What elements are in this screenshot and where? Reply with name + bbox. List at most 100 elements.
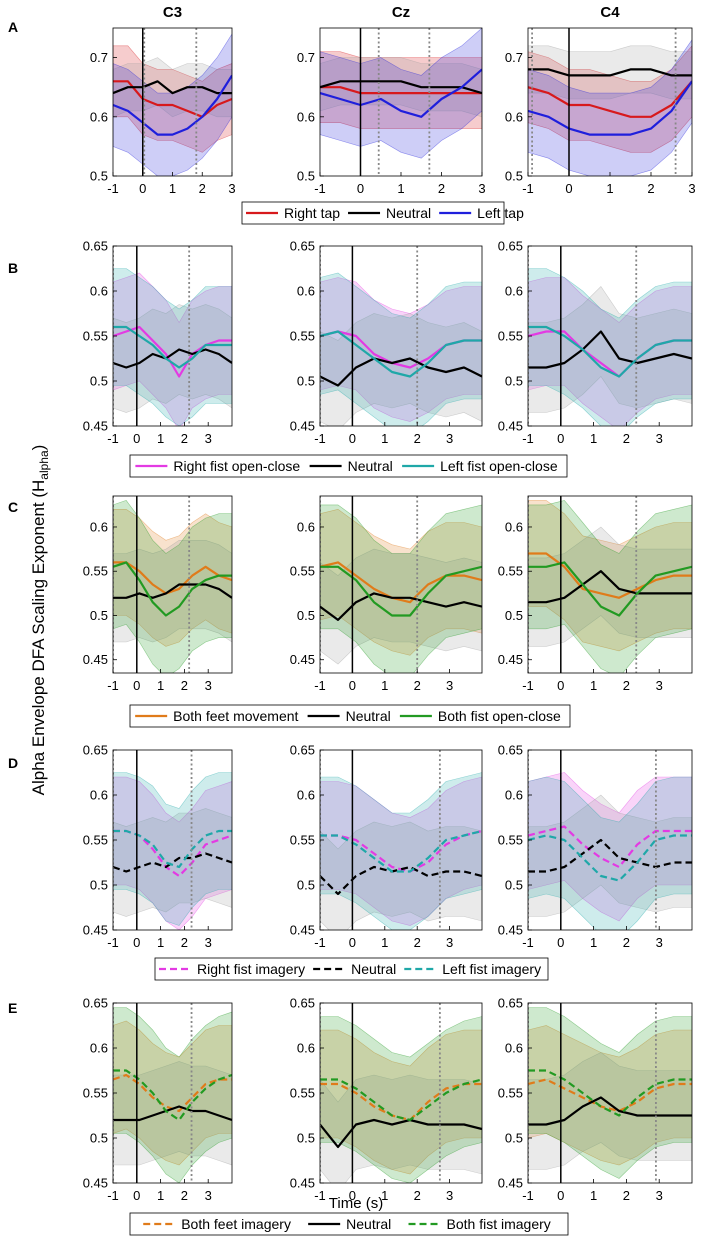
y-tick-label: 0.55 (498, 329, 523, 344)
plot-area (528, 496, 692, 673)
legend-label: Both feet movement (173, 708, 298, 724)
series-line-green (528, 561, 692, 617)
x-tick-label: 1 (381, 935, 388, 950)
plot-area (113, 246, 232, 426)
x-tick-label: 0 (349, 1188, 356, 1203)
x-tick-label: 1 (606, 181, 613, 196)
y-tick-label: 0.6 (297, 519, 315, 534)
x-tick-label: 0 (349, 431, 356, 446)
x-tick-label: 0 (557, 431, 564, 446)
series-line-magenta (113, 325, 232, 378)
x-tick-label: 3 (688, 181, 695, 196)
y-tick-label: 0.6 (90, 788, 108, 803)
x-tick-label: 0 (133, 431, 140, 446)
series-line-cyan (113, 325, 232, 369)
legend-label: Neutral (351, 961, 396, 977)
figure-ylabel-close: ) (29, 445, 48, 451)
x-tick-label: -1 (314, 678, 326, 693)
band-orange (528, 1025, 692, 1166)
x-tick-label: -1 (314, 181, 326, 196)
x-tick-label: 1 (590, 935, 597, 950)
y-tick-label: 0.45 (290, 923, 315, 938)
x-tick-label: 3 (656, 935, 663, 950)
y-tick-label: 0.45 (83, 419, 108, 434)
x-tick-label: 2 (414, 678, 421, 693)
plot-area (320, 496, 482, 673)
series-line-black (113, 583, 232, 599)
series-line-magenta (113, 829, 232, 878)
y-tick-label: 0.5 (297, 374, 315, 389)
panel-letter-E: E (8, 1000, 17, 1016)
x-tick-label: 3 (656, 1188, 663, 1203)
series-line-cyan (528, 834, 692, 882)
y-tick-label: 0.45 (83, 923, 108, 938)
y-tick-label: 0.6 (505, 1041, 523, 1056)
subplot-A-3: -1 0 1 2 3 0.5 0.6 0.7 C4 (505, 4, 696, 196)
y-tick-label: 0.6 (297, 284, 315, 299)
axes-frame (112, 495, 233, 674)
figure-ylabel-main: Alpha Envelope DFA Scaling Exponent (H (29, 480, 48, 796)
x-tick-label: 1 (157, 431, 164, 446)
x-tick-label: 3 (205, 935, 212, 950)
legend-label: Both fist imagery (447, 1216, 551, 1232)
plot-area (113, 496, 232, 673)
x-tick-label: 2 (438, 181, 445, 196)
band-magenta (320, 277, 482, 422)
panel-A: A -1 0 1 2 3 0.5 0.6 0.7 C3 -1 0 1 2 3 0.5 0.6 0.7 Cz -1 0 1 2… (8, 4, 696, 225)
y-tick-label: 0.55 (498, 564, 523, 579)
legend-E: Both feet imagery Neutral Both fist imager… (129, 1212, 569, 1236)
series-line-green (113, 561, 232, 617)
x-tick-label: -1 (314, 935, 326, 950)
x-tick-label: 2 (414, 935, 421, 950)
subplot-E-1: -1 0 1 2 3 0.45 0.5 0.55 0.6 0.65 (83, 996, 233, 1203)
y-tick-label: 0.65 (290, 996, 315, 1011)
y-tick-label: 0.65 (498, 996, 523, 1011)
x-tick-label: -1 (522, 431, 534, 446)
y-tick-label: 0.45 (498, 652, 523, 667)
subplot-A-2: -1 0 1 2 3 0.5 0.6 0.7 Cz (297, 4, 486, 196)
y-tick-label: 0.65 (83, 239, 108, 254)
x-tick-label: 3 (205, 1188, 212, 1203)
y-tick-label: 0.6 (90, 284, 108, 299)
plot-area (113, 28, 232, 176)
x-tick-label: 0 (133, 935, 140, 950)
figure-ylabel-sub: alpha (37, 450, 51, 480)
x-tick-label: 1 (381, 1188, 388, 1203)
x-tick-label: 1 (590, 1188, 597, 1203)
series-line-black (528, 68, 692, 77)
series-line-red (320, 86, 482, 95)
band-cyan (320, 272, 482, 426)
x-tick-label: 1 (157, 935, 164, 950)
band-green (320, 504, 482, 673)
series-line-blue (528, 80, 692, 136)
series-line-black (528, 570, 692, 604)
y-tick-label: 0.45 (83, 1176, 108, 1191)
subplot-B-2: -1 0 1 2 3 0.45 0.5 0.55 0.6 0.65 (290, 239, 483, 446)
subplot-B-3: -1 0 1 2 3 0.45 0.5 0.55 0.6 0.65 (498, 239, 693, 446)
y-tick-label: 0.5 (90, 878, 108, 893)
x-tick-label: 3 (205, 678, 212, 693)
band-cyan (528, 776, 692, 930)
plot-area (528, 246, 692, 426)
subplot-A-1: -1 0 1 2 3 0.5 0.6 0.7 C3 (90, 4, 236, 196)
y-tick-label: 0.55 (83, 1086, 108, 1101)
axes-frame (527, 495, 693, 674)
series-line-black (528, 838, 692, 873)
series-line-black (113, 348, 232, 369)
legend-B: Right fist open-close Neutral Left fist op… (129, 454, 568, 478)
legend-box (154, 957, 549, 981)
plot-area (320, 1003, 482, 1183)
band-black (528, 526, 692, 647)
y-tick-label: 0.45 (498, 419, 523, 434)
series-line-green (528, 1069, 692, 1117)
legend-label: Right fist imagery (197, 961, 305, 977)
y-tick-label: 0.45 (498, 1176, 523, 1191)
series-line-orange (320, 561, 482, 604)
band-orange (113, 509, 232, 647)
band-black (528, 794, 692, 917)
x-tick-label: 2 (181, 935, 188, 950)
y-tick-label: 0.6 (90, 1041, 108, 1056)
x-tick-label: 3 (446, 935, 453, 950)
subplot-C-1: -1 0 1 2 3 0.45 0.5 0.55 0.6 (83, 495, 233, 693)
band-green (528, 500, 692, 673)
